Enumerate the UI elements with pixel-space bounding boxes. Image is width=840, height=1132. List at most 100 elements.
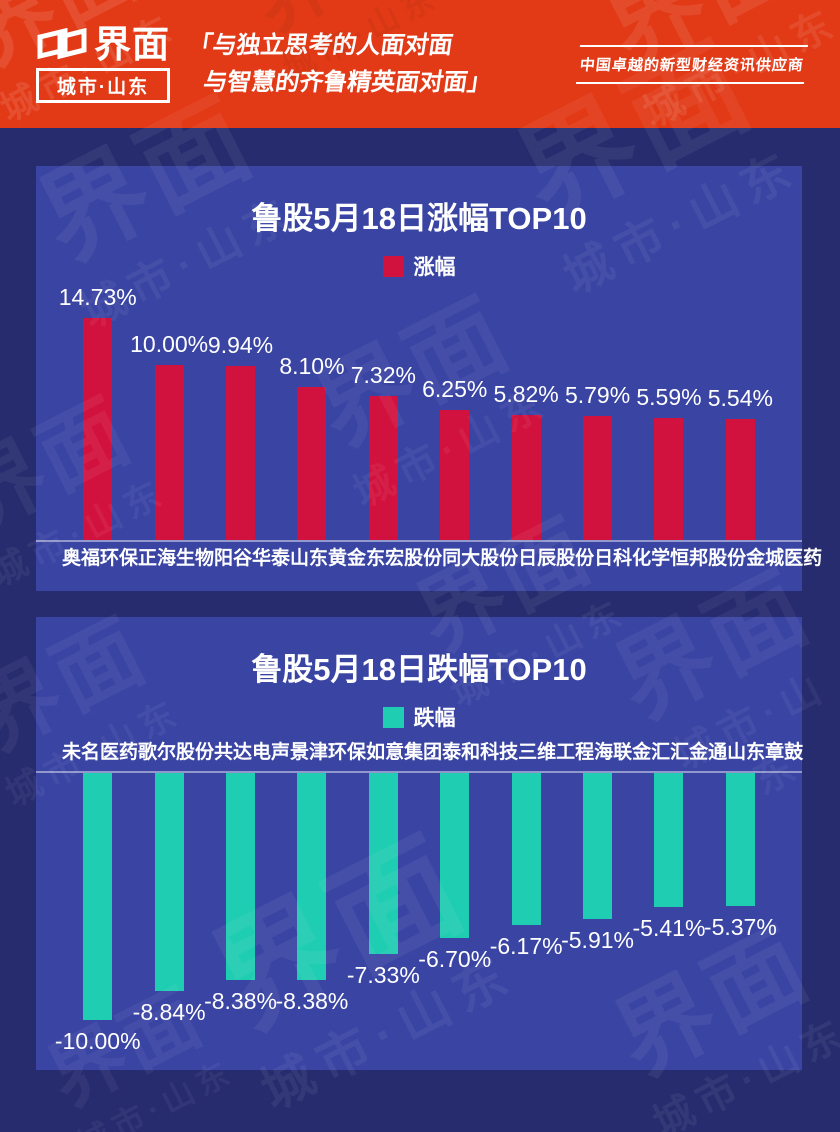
bar-column: 5.79% <box>562 384 633 540</box>
chart-title: 鲁股5月18日跌幅TOP10 <box>251 652 587 687</box>
categories-row: 奥福环保 正海生物 阳谷华泰 山东黄金 东宏股份 同大股份 日辰股份 日科化学 恒邦股份 金城医药 <box>36 547 822 571</box>
header-slogan: 「与独立思考的人面对面 与智慧的齐鲁精英面对面」 <box>181 27 499 101</box>
jiemian-logo-icon <box>36 28 88 60</box>
bar-column: 5.59% <box>633 386 704 540</box>
value-label: -10.00% <box>54 1028 141 1054</box>
value-label: 9.94% <box>207 332 274 358</box>
value-label: 10.00% <box>130 331 209 357</box>
category-label: 同大股份 <box>442 548 519 569</box>
loss-bar <box>368 773 398 954</box>
gain-bar <box>83 318 113 540</box>
chart-title: 鲁股5月18日涨幅TOP10 <box>251 201 587 236</box>
bar-column: -5.41% <box>632 773 706 941</box>
brand-name: 界面 <box>94 23 170 65</box>
header-tagline: 中国卓越的新型财经资讯供应商 <box>575 44 809 84</box>
bar-column: -8.38% <box>275 773 349 1014</box>
gain-bar <box>511 415 541 540</box>
bar-column: -8.84% <box>132 773 206 1025</box>
bar-column: 10.00% <box>130 333 208 540</box>
loss-bar <box>511 773 541 925</box>
category-label: 海联金汇 <box>594 742 671 763</box>
bar-column: -6.17% <box>490 773 563 958</box>
value-label: -5.37% <box>703 914 777 940</box>
gain-bar <box>583 416 613 540</box>
brand-region-badge: 城市·山东 <box>36 67 170 103</box>
category-label: 汇金通 <box>670 742 728 763</box>
loss-bar <box>297 773 327 980</box>
category-label: 正海生物 <box>138 548 215 569</box>
value-label: 5.82% <box>493 381 559 407</box>
category-label: 共达电声 <box>214 742 291 763</box>
category-label: 未名医药 <box>62 742 139 763</box>
value-label: -6.70% <box>418 946 492 972</box>
slogan-line-1: 「与独立思考的人面对面 <box>186 31 455 59</box>
loss-bar <box>725 773 755 906</box>
value-label: -8.38% <box>204 988 277 1014</box>
slogan-line-2: 与智慧的齐鲁精英面对面」 <box>201 69 494 96</box>
category-label: 歌尔股份 <box>138 742 215 763</box>
value-label: -8.84% <box>132 999 206 1025</box>
loss-bar <box>654 773 684 907</box>
chart-legend: 涨幅 <box>36 254 802 279</box>
bar-column: -6.70% <box>418 773 492 972</box>
bar-column: -5.37% <box>703 773 777 940</box>
category-label: 山东章鼓 <box>727 742 804 763</box>
value-label: 7.32% <box>350 362 416 388</box>
gain-bar <box>154 365 184 540</box>
bar-column: 7.32% <box>348 364 419 540</box>
value-label: 5.54% <box>707 385 773 411</box>
losers-chart-panel: 鲁股5月18日跌幅TOP10 跌幅 未名医药 歌尔股份 共达电声 景津环保 如意集团 泰和… <box>36 617 804 1070</box>
chart-legend: 跌幅 <box>36 705 802 730</box>
category-label: 奥福环保 <box>62 548 139 569</box>
gain-bar <box>654 418 684 540</box>
gain-bar <box>440 410 470 540</box>
value-label: -5.91% <box>561 927 634 953</box>
gain-bar <box>725 419 755 540</box>
legend-label: 涨幅 <box>413 256 456 279</box>
category-label: 东宏股份 <box>366 548 443 569</box>
legend-swatch <box>382 706 404 728</box>
category-label: 如意集团 <box>366 742 443 763</box>
value-label: 14.73% <box>58 284 137 310</box>
legend-swatch <box>382 255 404 277</box>
value-label: 5.59% <box>636 384 702 410</box>
bar-column: 5.82% <box>490 383 561 540</box>
bars-row: -10.00% -8.84% -8.38% -8.38% -7.33% -6.70% -6.… <box>36 771 802 1056</box>
header-tagline-wrap: 中国卓越的新型财经资讯供应商 <box>575 44 809 84</box>
gain-bar <box>226 366 256 540</box>
bar-column: 5.54% <box>705 387 776 540</box>
category-label: 金城医药 <box>746 548 823 569</box>
category-label: 泰和科技 <box>442 742 519 763</box>
category-label: 日科化学 <box>594 548 671 569</box>
bar-column: 9.94% <box>205 334 276 540</box>
bar-column: -10.00% <box>55 773 141 1053</box>
bar-column: 6.25% <box>419 378 490 540</box>
loss-bar <box>83 773 113 1020</box>
bar-column: 14.73% <box>59 286 137 540</box>
category-label: 日辰股份 <box>518 548 595 569</box>
value-label: -7.33% <box>346 962 420 988</box>
category-label: 山东黄金 <box>290 548 367 569</box>
category-label: 景津环保 <box>290 742 367 763</box>
header-banner: 界面 城市·山东 「与独立思考的人面对面 与智慧的齐鲁精英面对面」 中国卓越的新… <box>0 0 840 128</box>
bar-column: 8.10% <box>276 355 347 540</box>
category-label: 三维工程 <box>518 742 595 763</box>
category-label: 阳谷华泰 <box>214 548 291 569</box>
value-label: 5.79% <box>564 382 631 408</box>
bar-column: -8.38% <box>204 773 277 1014</box>
gain-bar <box>368 396 398 540</box>
bars-row: 14.73% 10.00% 9.94% 8.10% 7.32% 6.25% 5.82% 5.7… <box>36 286 802 542</box>
loss-bar <box>226 773 256 980</box>
brand-logo: 界面 城市·山东 <box>36 26 170 103</box>
value-label: -5.41% <box>632 915 706 941</box>
value-label: 8.10% <box>279 353 345 379</box>
value-label: -8.38% <box>275 988 349 1014</box>
legend-label: 跌幅 <box>413 707 456 730</box>
gain-bar <box>297 387 327 540</box>
loss-bar <box>583 773 613 919</box>
category-label: 恒邦股份 <box>670 548 747 569</box>
loss-bar <box>154 773 184 991</box>
bar-column: -7.33% <box>346 773 420 988</box>
loss-bar <box>440 773 470 938</box>
